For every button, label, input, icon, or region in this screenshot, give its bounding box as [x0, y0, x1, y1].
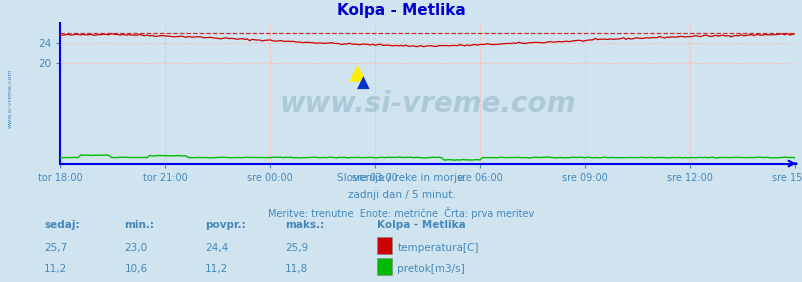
Text: 24,4: 24,4: [205, 243, 228, 253]
Text: 25,9: 25,9: [285, 243, 308, 253]
Text: 11,2: 11,2: [44, 264, 67, 274]
Text: www.si-vreme.com: www.si-vreme.com: [8, 69, 13, 128]
Text: maks.:: maks.:: [285, 221, 324, 230]
Text: 11,8: 11,8: [285, 264, 308, 274]
Text: 11,2: 11,2: [205, 264, 228, 274]
Text: zadnji dan / 5 minut.: zadnji dan / 5 minut.: [347, 190, 455, 200]
Text: www.si-vreme.com: www.si-vreme.com: [279, 90, 575, 118]
Text: povpr.:: povpr.:: [205, 221, 245, 230]
Text: 10,6: 10,6: [124, 264, 148, 274]
Text: temperatura[C]: temperatura[C]: [397, 243, 478, 253]
Text: sedaj:: sedaj:: [44, 221, 79, 230]
Text: Kolpa - Metlika: Kolpa - Metlika: [377, 221, 466, 230]
Text: Meritve: trenutne  Enote: metrične  Črta: prva meritev: Meritve: trenutne Enote: metrične Črta: …: [268, 207, 534, 219]
Text: ▲: ▲: [357, 74, 370, 92]
Text: ▲: ▲: [349, 62, 366, 82]
Text: 23,0: 23,0: [124, 243, 148, 253]
Text: min.:: min.:: [124, 221, 154, 230]
Text: pretok[m3/s]: pretok[m3/s]: [397, 264, 464, 274]
Text: 25,7: 25,7: [44, 243, 67, 253]
Text: Slovenija / reke in morje.: Slovenija / reke in morje.: [336, 173, 466, 183]
Text: Kolpa - Metlika: Kolpa - Metlika: [337, 3, 465, 18]
